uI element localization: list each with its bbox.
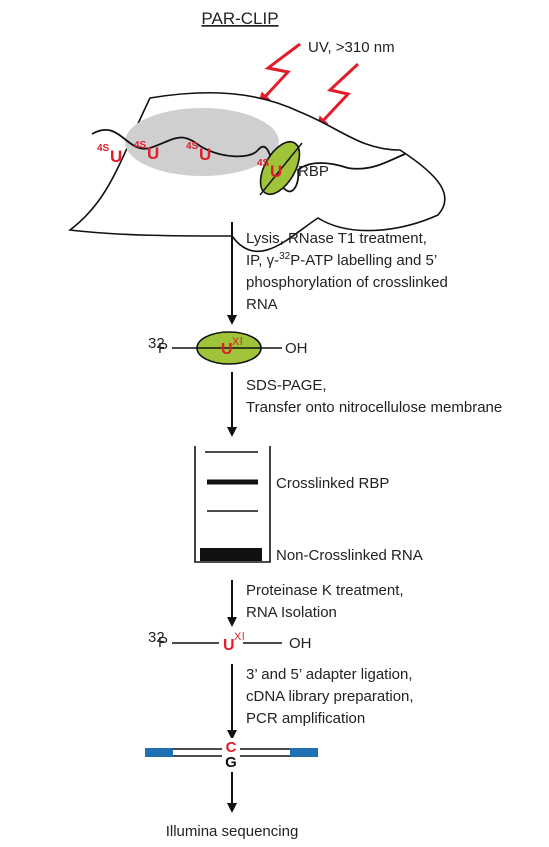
title: PAR-CLIP — [201, 9, 278, 28]
svg-text:G: G — [225, 754, 237, 771]
gel-label-noncrosslinked: Non-Crosslinked RNA — [276, 547, 423, 564]
svg-text:OH: OH — [285, 340, 308, 357]
svg-text:l: l — [240, 336, 242, 348]
svg-text:32: 32 — [148, 335, 165, 352]
svg-text:C: C — [226, 739, 237, 756]
uv-lightning-icon — [257, 42, 360, 129]
svg-text:4S: 4S — [186, 141, 199, 152]
svg-text:l: l — [242, 631, 244, 643]
svg-text:4S: 4S — [97, 143, 110, 154]
svg-text:PCR amplification: PCR amplification — [246, 710, 365, 727]
rbp-label: RBP — [298, 163, 329, 180]
svg-text:U: U — [223, 637, 235, 654]
step-4-text: 3’ and 5’ adapter ligation, cDNA library… — [246, 666, 414, 727]
s4u-label-2: 4S U — [134, 140, 159, 163]
labelled-rna-rbp: 32 P U X l OH — [148, 331, 308, 365]
svg-text:U: U — [199, 145, 211, 164]
rna-strand — [91, 128, 406, 193]
step-3-text: Proteinase K treatment, RNA Isolation — [246, 582, 404, 621]
svg-text:IP, γ-32P-ATP labelling and 5’: IP, γ-32P-ATP labelling and 5’ — [246, 251, 437, 269]
svg-text:P: P — [158, 634, 168, 651]
cell-outline — [67, 91, 446, 253]
svg-text:3’ and 5’ adapter ligation,: 3’ and 5’ adapter ligation, — [246, 666, 413, 683]
svg-text:U: U — [270, 162, 282, 181]
s4u-label-1: 4S U — [97, 143, 122, 166]
rbp-oval — [259, 140, 301, 196]
svg-text:Lysis, RNase T1 treatment,: Lysis, RNase T1 treatment, — [246, 230, 427, 247]
gel-lane — [194, 446, 271, 563]
svg-text:4S: 4S — [257, 158, 270, 169]
final-label: Illumina sequencing — [166, 823, 299, 840]
isolated-rna: 32 P U X l OH — [148, 629, 312, 654]
svg-text:32: 32 — [148, 629, 165, 646]
svg-text:X: X — [232, 336, 240, 348]
nucleus — [125, 108, 279, 176]
svg-text:OH: OH — [289, 635, 312, 652]
uv-label: UV, >310 nm — [308, 39, 395, 56]
svg-text:Transfer onto nitrocellulose m: Transfer onto nitrocellulose membrane — [246, 399, 502, 416]
svg-text:4S: 4S — [134, 140, 147, 151]
svg-text:RNA: RNA — [246, 296, 278, 313]
rbp-rna-line — [259, 142, 303, 196]
gel-label-crosslinked: Crosslinked RBP — [276, 475, 389, 492]
svg-text:RNA Isolation: RNA Isolation — [246, 604, 337, 621]
step-1-text: Lysis, RNase T1 treatment, IP, γ-32P-ATP… — [246, 230, 448, 313]
svg-text:U: U — [221, 341, 233, 358]
s4u-label-4: 4S U — [257, 158, 282, 181]
svg-text:phosphorylation of crosslinked: phosphorylation of crosslinked — [246, 274, 448, 291]
svg-text:Proteinase K treatment,: Proteinase K treatment, — [246, 582, 404, 599]
svg-text:SDS-PAGE,: SDS-PAGE, — [246, 377, 327, 394]
svg-text:P: P — [158, 340, 168, 357]
cdna-duplex: C G — [145, 738, 318, 771]
svg-text:cDNA library preparation,: cDNA library preparation, — [246, 688, 414, 705]
s4u-label-3: 4S U — [186, 141, 211, 164]
svg-text:X: X — [234, 631, 242, 643]
svg-text:U: U — [110, 147, 122, 166]
step-2-text: SDS-PAGE, Transfer onto nitrocellulose m… — [246, 377, 502, 416]
svg-text:U: U — [147, 144, 159, 163]
